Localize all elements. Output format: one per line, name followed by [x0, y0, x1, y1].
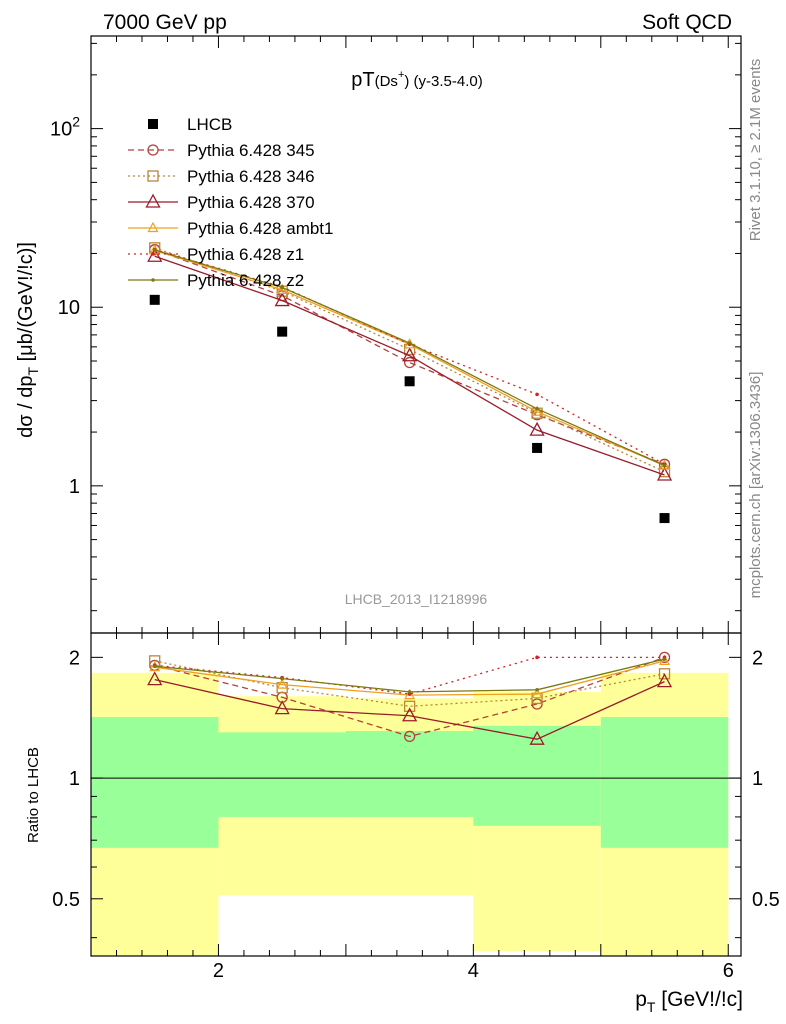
- marker-dot: [662, 657, 667, 661]
- marker-dot: [151, 252, 155, 256]
- ratio-y-tick-label-left: 0.5: [52, 889, 80, 911]
- marker-dot: [535, 655, 539, 660]
- ratio-y-tick-label-left: 1: [69, 768, 80, 790]
- legend-label: Pythia 6.428 370: [187, 193, 315, 212]
- series-line: [154, 249, 665, 465]
- marker-triangle: [147, 247, 163, 262]
- ratio-series-line: [154, 658, 665, 693]
- marker-circle: [403, 730, 416, 743]
- y-tick-label: 102: [50, 114, 80, 141]
- legend-label: Pythia 6.428 346: [187, 167, 315, 186]
- series-c370: [147, 247, 673, 481]
- marker-dot: [662, 463, 667, 468]
- marker-data: [659, 513, 670, 524]
- legend-label: Pythia 6.428 z2: [187, 271, 304, 290]
- marker-dot: [152, 664, 157, 669]
- marker-circle: [403, 356, 416, 369]
- rivet-version: Rivet 3.1.10, ≥ 2.1M events: [747, 59, 764, 242]
- band-inner: [91, 716, 219, 848]
- y-tick-label: 10: [58, 297, 80, 319]
- marker-triangle-small: [276, 678, 288, 689]
- marker-dot: [535, 406, 539, 411]
- marker-square: [658, 668, 671, 680]
- marker-triangle-small: [531, 405, 543, 416]
- chart-title: pT(Ds+) (y-3.5-4.0): [351, 69, 482, 91]
- marker-triangle: [402, 707, 418, 722]
- marker-dot: [152, 248, 157, 252]
- ratio-series-c370: [147, 671, 673, 745]
- marker-triangle: [529, 730, 545, 745]
- marker-dot: [151, 278, 155, 282]
- marker-triangle: [656, 466, 673, 481]
- marker-data: [148, 119, 158, 129]
- marker-triangle: [145, 193, 161, 208]
- marker-dot: [535, 687, 539, 692]
- marker-data: [404, 376, 415, 387]
- legend: LHCB Pythia 6.428 345 Pythia 6.428 346 Pyth…: [128, 115, 333, 290]
- marker-square: [403, 700, 416, 712]
- legend-label: Pythia 6.428 z1: [187, 245, 304, 264]
- x-tick-label: 4: [468, 960, 479, 982]
- marker-triangle-small: [531, 687, 543, 699]
- x-axis-label: pT [GeV!/!c]: [635, 988, 743, 1015]
- mcplots-reference: mcplots.cern.ch [arXiv:1306.3436]: [747, 372, 764, 599]
- marker-triangle: [274, 700, 290, 715]
- legend-label: LHCB: [187, 115, 232, 134]
- marker-triangle: [529, 421, 545, 436]
- series-line: [154, 255, 665, 476]
- ratio-y-axis-label: Ratio to LHCB: [25, 747, 42, 843]
- band-inner: [473, 725, 601, 826]
- marker-triangle-small: [276, 283, 288, 295]
- ratio-y-tick-label-left: 2: [69, 647, 80, 669]
- ratio-frame: [90, 632, 742, 957]
- marker-dot: [280, 676, 284, 681]
- band-inner: [345, 731, 474, 817]
- legend-label: Pythia 6.428 345: [187, 141, 315, 160]
- band-inner: [600, 716, 729, 848]
- x-tick-label: 2: [213, 960, 224, 982]
- watermark: LHCB_2013_I1218996: [345, 591, 488, 607]
- series-z2: [152, 248, 667, 468]
- header-left: 7000 GeV pp: [103, 11, 227, 34]
- marker-data: [532, 442, 543, 453]
- marker-triangle-small: [404, 688, 416, 700]
- axis-ticks: 2 4 6 1 10 102 0.5 0.5 1 1 2 2: [50, 36, 780, 982]
- marker-triangle-small: [147, 221, 159, 233]
- series-layer: [147, 242, 673, 745]
- ratio-series-line: [154, 656, 665, 738]
- marker-circle: [147, 144, 159, 156]
- series-line: [154, 249, 665, 465]
- marker-triangle: [402, 347, 418, 362]
- marker-triangle: [274, 292, 290, 307]
- marker-dot: [535, 392, 539, 397]
- marker-dot: [407, 341, 412, 345]
- ratio-y-tick-label-right: 0.5: [752, 889, 780, 911]
- marker-data: [149, 294, 160, 305]
- ratio-series-z2: [152, 657, 667, 694]
- marker-data: [277, 326, 288, 337]
- marker-dot: [280, 285, 284, 290]
- header-right: Soft QCD: [642, 11, 732, 34]
- ratio-uncertainty-bands: [91, 672, 729, 956]
- ratio-y-tick-label-right: 2: [752, 647, 763, 669]
- legend-label: Pythia 6.428 ambt1: [187, 219, 333, 238]
- ratio-y-tick-label-right: 1: [752, 768, 763, 790]
- marker-square: [276, 682, 288, 694]
- band-inner: [218, 732, 346, 817]
- marker-square: [149, 242, 161, 254]
- y-tick-label: 1: [69, 476, 80, 498]
- marker-square: [147, 170, 159, 182]
- marker-triangle: [147, 671, 163, 686]
- y-axis-label: dσ / dpT [μb/(GeV!/!c)]: [15, 242, 41, 438]
- marker-triangle: [656, 673, 673, 688]
- marker-dot: [407, 690, 412, 694]
- ratio-series-line: [154, 656, 665, 695]
- series-data: [149, 294, 670, 524]
- ratio-series-line: [154, 678, 665, 740]
- x-tick-label: 6: [723, 960, 734, 982]
